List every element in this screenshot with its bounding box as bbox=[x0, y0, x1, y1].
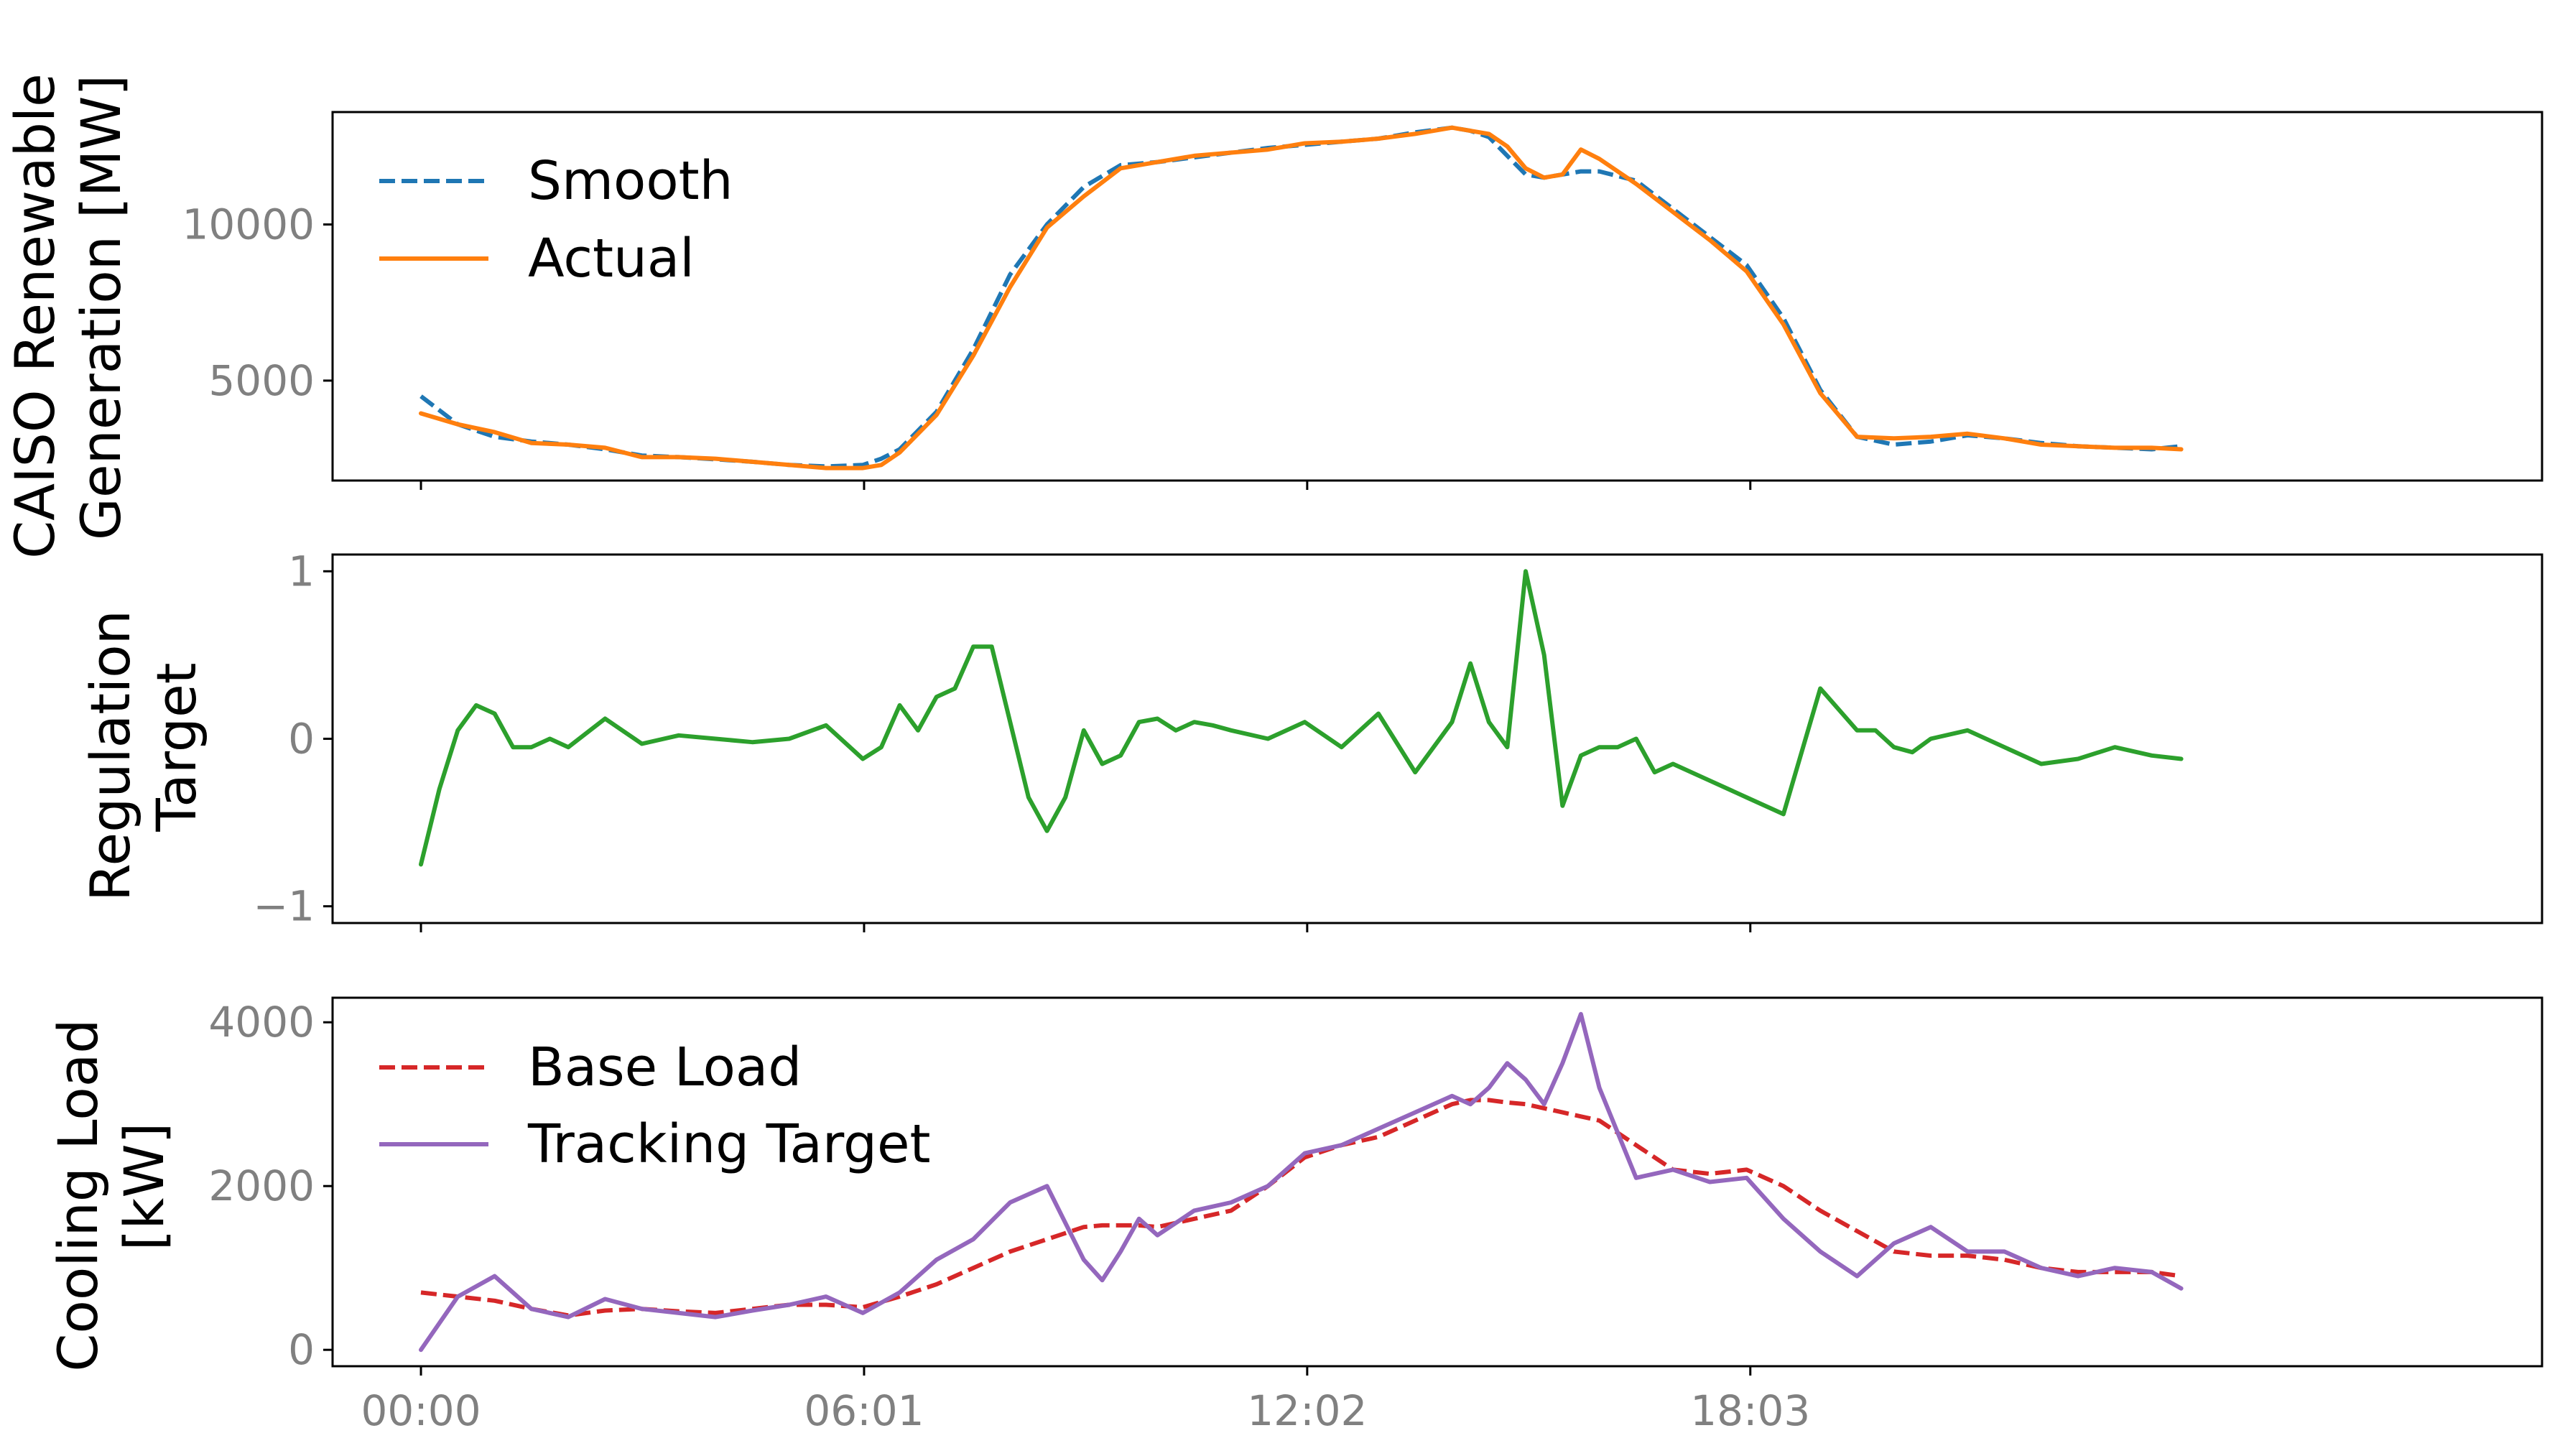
renewable-lines bbox=[419, 125, 2184, 470]
cooling-panel: 0 2000 4000 Cooling Load [kW] Base Load Tr… bbox=[46, 996, 2543, 1376]
cooling-y-tick-label: 4000 bbox=[208, 998, 315, 1047]
legend-label-tracking-target: Tracking Target bbox=[527, 1113, 931, 1175]
renewable-panel: 5000 10000 CAISO Renewable Generation [MW… bbox=[3, 56, 2543, 559]
legend-label-actual: Actual bbox=[528, 228, 695, 289]
regulation-panel: −1 0 1 Regulation Target bbox=[78, 547, 2543, 932]
regulation-lines bbox=[419, 569, 2184, 867]
renewable-y-axis-label: CAISO Renewable Generation [MW] bbox=[3, 56, 133, 559]
renewable-x-ticks bbox=[419, 481, 1752, 490]
legend-label-smooth: Smooth bbox=[528, 150, 733, 212]
regulation-y-tick-label: 0 bbox=[288, 715, 315, 764]
x-tick-labels: 00:00 06:01 12:02 18:03 bbox=[361, 1386, 1810, 1435]
renewable-series-line-actual bbox=[419, 125, 2184, 470]
regulation-series-line-main bbox=[419, 569, 2184, 867]
cooling-plot-frame bbox=[331, 996, 2543, 1368]
regulation-y-ticks: −1 0 1 bbox=[254, 547, 333, 931]
regulation-x-ticks bbox=[419, 923, 1752, 932]
cooling-legend: Base Load Tracking Target bbox=[379, 1037, 931, 1175]
cooling-lines bbox=[419, 1011, 2184, 1353]
renewable-y-tick-label: 5000 bbox=[208, 356, 315, 405]
x-tick-label: 18:03 bbox=[1690, 1386, 1810, 1435]
cooling-x-ticks bbox=[419, 1366, 1752, 1376]
cooling-y-tick-label: 2000 bbox=[208, 1161, 315, 1210]
cooling-y-tick-label: 0 bbox=[288, 1325, 315, 1374]
x-tick-label: 12:02 bbox=[1247, 1386, 1367, 1435]
renewable-plot-frame bbox=[331, 111, 2543, 482]
renewable-y-ticks: 5000 10000 bbox=[182, 200, 333, 405]
cooling-y-axis-label: Cooling Load [kW] bbox=[46, 1001, 176, 1371]
legend-label-base-load: Base Load bbox=[528, 1037, 802, 1098]
renewable-legend: Smooth Actual bbox=[379, 150, 733, 289]
cooling-series-line-tracking-target bbox=[419, 1011, 2184, 1353]
x-tick-label: 06:01 bbox=[804, 1386, 924, 1435]
x-tick-label: 00:00 bbox=[361, 1386, 481, 1435]
regulation-y-tick-label: −1 bbox=[254, 882, 315, 931]
renewable-y-tick-label: 10000 bbox=[182, 200, 315, 249]
cooling-y-ticks: 0 2000 4000 bbox=[208, 998, 333, 1374]
regulation-y-axis-label: Regulation Target bbox=[78, 593, 208, 901]
regulation-y-tick-label: 1 bbox=[288, 547, 315, 595]
